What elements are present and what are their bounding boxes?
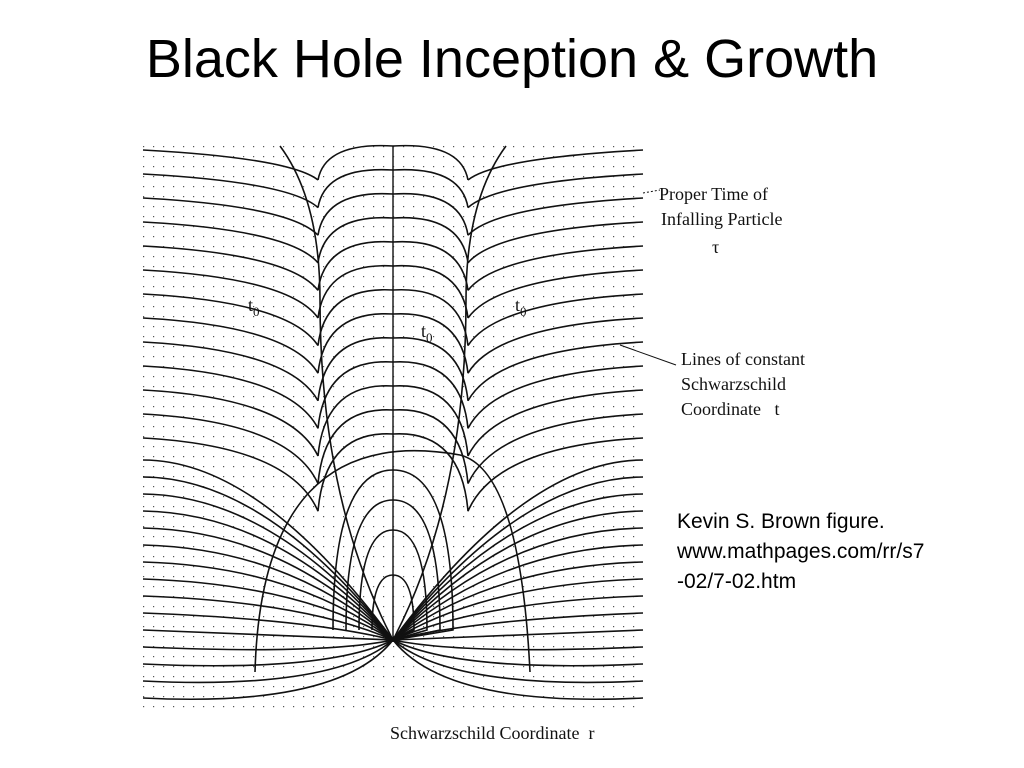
constant-t-label: Schwarzschild (681, 374, 786, 394)
constant-t-line (142, 317, 319, 374)
caption-line: Kevin S. Brown figure. (677, 510, 885, 533)
constant-t-line (142, 365, 319, 429)
constant-t-line (467, 437, 644, 512)
constant-t-line (467, 173, 644, 209)
constant-t-line (142, 437, 319, 512)
constant-t-line (392, 639, 644, 701)
constant-t-line (142, 269, 319, 319)
curves (142, 144, 644, 701)
constant-t-line (142, 527, 394, 641)
constant-t-line (142, 639, 394, 684)
pointer (619, 344, 677, 366)
constant-t-line (467, 413, 644, 484)
constant-t-line (142, 173, 319, 209)
constant-t-line (142, 149, 319, 181)
t0-label: t0 (421, 321, 433, 345)
constant-t-line (392, 639, 644, 684)
proper-time-label: Infalling Particle (661, 209, 782, 229)
horizon-arc (254, 450, 531, 673)
constant-t-label: Lines of constant (681, 349, 805, 369)
constant-t-line (142, 612, 394, 641)
constant-t-line (467, 317, 644, 374)
caption-line: www.mathpages.com/rr/s7 (677, 540, 925, 563)
constant-t-line (142, 510, 394, 641)
caption: Kevin S. Brown figure. www.mathpages.com… (677, 507, 924, 597)
constant-t-line (142, 389, 319, 457)
constant-t-line (467, 197, 644, 236)
constant-t-line (467, 365, 644, 429)
constant-t-line (142, 459, 394, 641)
constant-t-label: Coordinate t (681, 399, 779, 419)
constant-t-line (142, 561, 394, 641)
constant-t-line (142, 578, 394, 641)
constant-t-line (467, 341, 644, 402)
x-axis-label: Schwarzschild Coordinate r (390, 723, 594, 743)
constant-t-line (392, 476, 644, 641)
t0-label: t0 (248, 295, 260, 319)
constant-t-line (467, 293, 644, 347)
constant-t-line (467, 389, 644, 457)
constant-t-line (392, 527, 644, 641)
caption-line: -02/7-02.htm (677, 570, 797, 593)
constant-t-line (142, 595, 394, 641)
constant-t-line (142, 629, 394, 641)
proper-time-label: τ (712, 237, 719, 257)
constant-t-line (467, 245, 644, 291)
constant-t-line (142, 197, 319, 236)
constant-t-line (142, 341, 319, 402)
constant-t-line (392, 493, 644, 641)
constant-t-line (392, 510, 644, 641)
slide-title: Black Hole Inception & Growth (145, 29, 879, 89)
proper-time-label: Proper Time of (659, 184, 768, 204)
constant-t-line (142, 544, 394, 641)
constant-t-line (392, 639, 644, 667)
constant-t-line (392, 629, 644, 641)
constant-t-line (142, 293, 319, 347)
constant-t-line (142, 413, 319, 484)
constant-t-line (142, 639, 394, 701)
constant-t-line (392, 544, 644, 641)
constant-t-line (467, 149, 644, 181)
constant-t-line (142, 493, 394, 641)
constant-t-line (392, 639, 644, 651)
constant-t-line (467, 221, 644, 264)
constant-t-line (142, 245, 319, 291)
constant-t-line (142, 476, 394, 641)
constant-t-line (392, 612, 644, 641)
t0-label: t0 (515, 295, 527, 319)
pointer (642, 189, 661, 194)
constant-t-line (142, 639, 394, 667)
constant-t-line (392, 561, 644, 641)
constant-t-line (392, 459, 644, 641)
constant-t-line (392, 595, 644, 641)
constant-t-line (392, 578, 644, 641)
worldline (392, 145, 507, 641)
constant-t-line (142, 639, 394, 651)
constant-t-line (142, 221, 319, 264)
constant-t-line (467, 269, 644, 319)
worldline (279, 145, 394, 641)
